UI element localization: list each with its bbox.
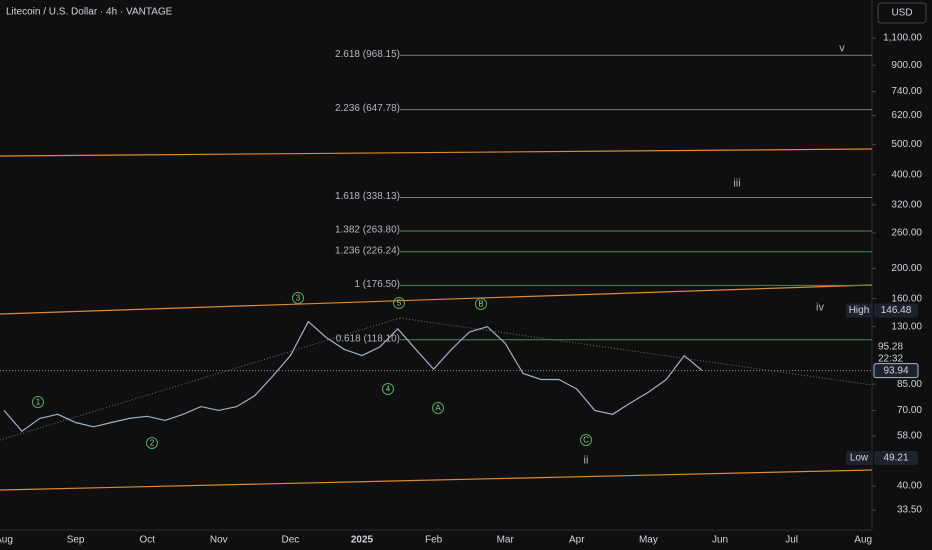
y-tick-label: 500.00 (891, 139, 922, 150)
y-tick-label: 33.50 (897, 505, 922, 516)
high-tag (874, 303, 918, 318)
y-tick-label: 70.00 (897, 405, 922, 416)
wave-label: iii (733, 177, 740, 189)
x-tick-label: Nov (210, 535, 228, 546)
y-tick-label: 40.00 (897, 481, 922, 492)
x-tick-label: Jul (785, 535, 798, 546)
trend-line (0, 469, 873, 491)
y-tick-label: 1,100.00 (883, 33, 922, 44)
x-tick-label: Apr (569, 535, 585, 546)
x-tick-label: Aug (854, 535, 872, 546)
wave-label: A (435, 404, 441, 413)
wave-label: 2 (150, 439, 155, 448)
wave-circle (393, 297, 405, 309)
wave-label: 4 (386, 385, 391, 394)
y-tick-label: 85.00 (897, 379, 922, 390)
fib-label: 1.236 (226.24) (335, 245, 400, 256)
x-tick-label: Mar (497, 535, 515, 546)
wave-label: C (583, 436, 589, 445)
wave-label: 1 (36, 398, 41, 407)
countdown-text: 22:32 (878, 353, 903, 364)
x-tick-label: Aug (0, 535, 13, 546)
wave-label: ii (584, 454, 589, 466)
price-line (3, 320, 703, 433)
low-value: 49.21 (883, 453, 908, 464)
wave-circle (146, 437, 158, 449)
x-tick-label: Dec (282, 535, 300, 546)
currency-label: USD (891, 8, 912, 19)
chart-title: Litecoin / U.S. Dollar · 4h · VANTAGE (6, 7, 173, 18)
high-label: High (849, 305, 870, 316)
y-tick-label: 740.00 (891, 86, 922, 97)
high-label-box (846, 303, 872, 318)
y-tick-label: 58.00 (897, 430, 922, 441)
trend-line (0, 284, 873, 315)
last-price-text: 93.94 (883, 365, 908, 376)
low-label-box (846, 451, 872, 466)
high-value: 146.48 (881, 305, 912, 316)
fib-label: 2.618 (968.15) (335, 49, 400, 60)
y-tick-label: 130.00 (891, 321, 922, 332)
x-tick-label: Sep (67, 535, 85, 546)
fib-label: 1.618 (338.13) (335, 191, 400, 202)
y-tick-label: 620.00 (891, 110, 922, 121)
currency-button[interactable] (877, 2, 927, 24)
low-tag (874, 451, 918, 466)
wave-label: 5 (397, 299, 402, 308)
x-tick-label: Jun (712, 535, 728, 546)
x-tick-label: Feb (425, 535, 443, 546)
y-tick-label: 320.00 (891, 200, 922, 211)
dotted-line (0, 317, 401, 441)
wave-circle (292, 292, 304, 304)
bid-price-text: 95.28 (878, 341, 903, 352)
x-tick-label: Oct (139, 535, 155, 546)
y-tick-label: 200.00 (891, 263, 922, 274)
fib-label: 0.618 (118.10) (336, 333, 400, 344)
wave-label: v (839, 42, 845, 54)
y-tick-label: 160.00 (891, 293, 922, 304)
fib-label: 1.382 (263.80) (335, 225, 400, 236)
last-price-tag (873, 363, 919, 379)
wave-label: 3 (296, 294, 301, 303)
fib-label: 1 (176.50) (354, 279, 400, 290)
trend-line (0, 148, 873, 157)
y-tick-label: 900.00 (891, 60, 922, 71)
wave-label: iv (816, 301, 824, 313)
fib-label: 2.236 (647.78) (335, 103, 400, 114)
y-tick-label: 260.00 (891, 228, 922, 239)
wave-circle (475, 298, 487, 310)
wave-label: B (478, 300, 483, 309)
wave-circle (432, 402, 444, 414)
y-tick-label: 400.00 (891, 169, 922, 180)
low-label: Low (850, 453, 869, 464)
x-tick-label: May (639, 535, 658, 546)
wave-circle (32, 396, 44, 408)
wave-circle (580, 434, 592, 446)
wave-circle (382, 383, 394, 395)
x-tick-label: 2025 (351, 535, 374, 546)
